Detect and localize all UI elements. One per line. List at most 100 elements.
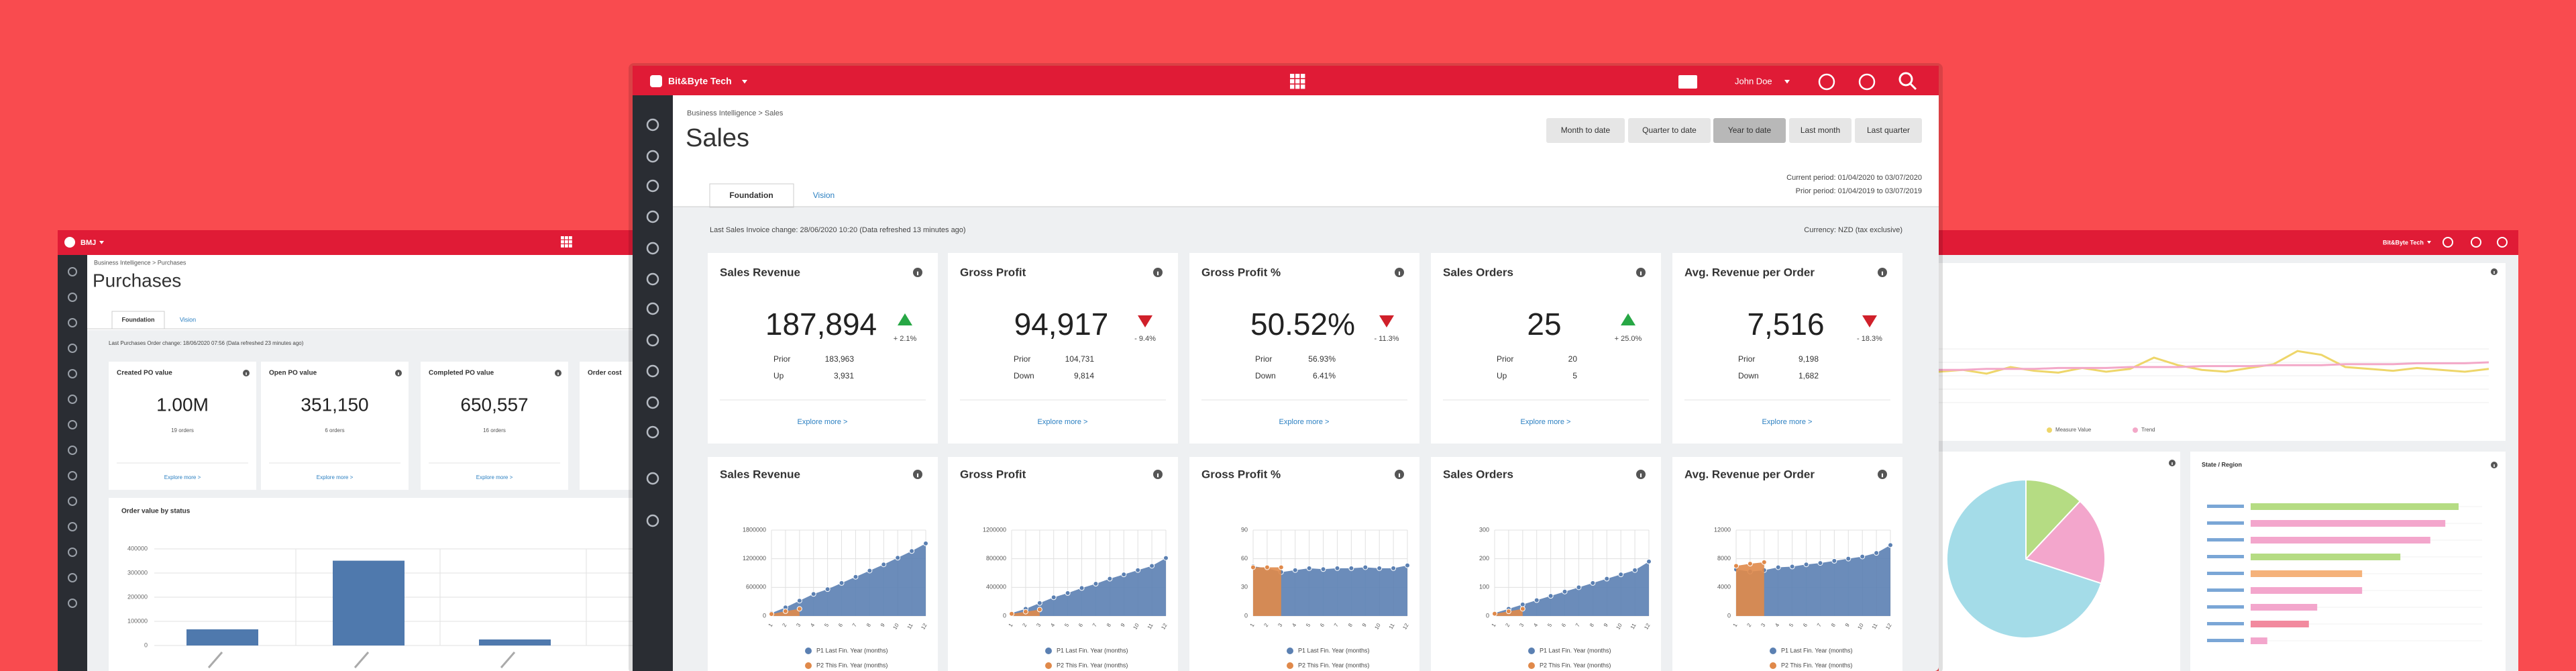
x-tick-label: 6 [837, 622, 844, 628]
state-label-stub [2207, 588, 2244, 592]
explore-link[interactable]: Explore more > [164, 474, 201, 480]
sidebar-icon[interactable] [646, 364, 659, 378]
sidebar-icon[interactable] [646, 210, 659, 223]
header-icon[interactable] [1858, 73, 1876, 91]
sidebar-icon[interactable] [68, 522, 77, 531]
trend-card [1939, 263, 2506, 441]
sidebar-icon[interactable] [68, 267, 77, 276]
page-title: Sales [686, 124, 749, 152]
chart-card [948, 457, 1178, 671]
header-bar [1939, 230, 2518, 255]
chart-title: Sales Revenue [720, 468, 800, 480]
chart-card [1431, 457, 1661, 671]
sidebar-icon[interactable] [68, 395, 77, 404]
info-icon-bar [398, 372, 399, 375]
state-label-stub [2207, 505, 2244, 508]
x-tick-label: 2 [1021, 622, 1028, 628]
legend-swatch [1528, 662, 1535, 669]
y-tick-label: 1800000 [743, 526, 766, 533]
kpi-title: Gross Profit % [1201, 266, 1281, 278]
apps-icon [569, 236, 572, 240]
explore-link[interactable]: Explore more > [798, 418, 848, 426]
point [1051, 595, 1057, 601]
point [1618, 572, 1624, 578]
y-tick-label: 100000 [127, 617, 148, 624]
explore-link[interactable]: Explore more > [317, 474, 354, 480]
sidebar-icon[interactable] [68, 471, 77, 480]
sidebar-icon[interactable] [646, 272, 659, 286]
point [1036, 607, 1042, 613]
tab[interactable]: Vision [180, 316, 196, 323]
header-icon[interactable] [2471, 237, 2481, 248]
sidebar-icon[interactable] [68, 599, 77, 608]
sidebar-icon[interactable] [68, 293, 77, 302]
sidebar-icon[interactable] [646, 242, 659, 255]
legend-label: Trend [2141, 427, 2155, 433]
explore-link[interactable]: Explore more > [1279, 418, 1330, 426]
x-tick-label: 1 [1249, 622, 1256, 628]
sidebar-icon[interactable] [646, 150, 659, 163]
tab[interactable]: Foundation [729, 191, 773, 200]
period-button-label[interactable]: Last quarter [1867, 125, 1910, 135]
point [1860, 554, 1866, 560]
area [1253, 565, 1407, 616]
brand[interactable]: Bit&Byte Tech [668, 76, 732, 87]
info-icon-bar [1398, 473, 1401, 478]
legend-label: P1 Last Fin. Year (months) [816, 647, 888, 654]
logo [64, 237, 75, 248]
search-icon[interactable] [1898, 72, 1913, 87]
sidebar-icon[interactable] [646, 333, 659, 347]
sidebar-icon[interactable] [646, 302, 659, 315]
sidebar-icon[interactable] [68, 497, 77, 506]
sidebar-icon[interactable] [646, 118, 659, 132]
header-icon[interactable] [2443, 237, 2453, 248]
sidebar-icon[interactable] [68, 369, 77, 378]
point [796, 606, 802, 612]
explore-link[interactable]: Explore more > [1038, 418, 1088, 426]
apps-icon [1290, 85, 1295, 89]
x-tick-stub [207, 652, 223, 668]
kpi-row-value: 1,682 [1799, 371, 1819, 380]
info-icon-bar [2493, 464, 2495, 467]
y-tick-label: 0 [144, 641, 148, 648]
explore-link[interactable]: Explore more > [476, 474, 513, 480]
sidebar-icon[interactable] [68, 318, 77, 327]
brand[interactable]: BMJ [80, 239, 96, 247]
point [1590, 580, 1596, 586]
brand[interactable]: Bit&Byte Tech [2383, 239, 2424, 246]
kpi-value: 1.00M [156, 394, 209, 415]
period-button-label[interactable]: Year to date [1728, 125, 1772, 135]
user-name[interactable]: John Doe [1735, 76, 1772, 86]
sidebar-icon[interactable] [646, 472, 659, 485]
sidebar-icon[interactable] [68, 573, 77, 582]
x-tick-label: 2 [781, 622, 788, 628]
chart-title: State / Region [2202, 461, 2242, 468]
kpi-value: 187,894 [765, 307, 877, 342]
kpi-title: Created PO value [117, 370, 172, 377]
trend-arrow [1862, 315, 1877, 327]
point [796, 598, 802, 604]
period-button-label[interactable]: Quarter to date [1642, 125, 1697, 135]
sidebar-icon[interactable] [646, 179, 659, 193]
header-icon[interactable] [1818, 73, 1835, 91]
header-icon[interactable] [2497, 237, 2508, 248]
explore-link[interactable]: Explore more > [1762, 418, 1813, 426]
area [1736, 562, 1764, 616]
sidebar-icon[interactable] [68, 420, 77, 429]
sidebar-icon[interactable] [646, 396, 659, 409]
period-button-label[interactable]: Last month [1801, 125, 1840, 135]
x-tick-label: 9 [879, 622, 886, 628]
area [1495, 561, 1649, 616]
sidebar-icon[interactable] [646, 514, 659, 527]
point [1761, 559, 1767, 565]
sidebar-icon[interactable] [68, 344, 77, 353]
sidebar-icon[interactable] [68, 446, 77, 455]
sidebar [633, 95, 673, 671]
tab[interactable]: Vision [813, 191, 835, 200]
sidebar-icon[interactable] [646, 425, 659, 439]
bar [2251, 621, 2309, 627]
tab[interactable]: Foundation [122, 316, 155, 323]
sidebar-icon[interactable] [68, 548, 77, 557]
period-button-label[interactable]: Month to date [1561, 125, 1611, 135]
explore-link[interactable]: Explore more > [1521, 418, 1571, 426]
